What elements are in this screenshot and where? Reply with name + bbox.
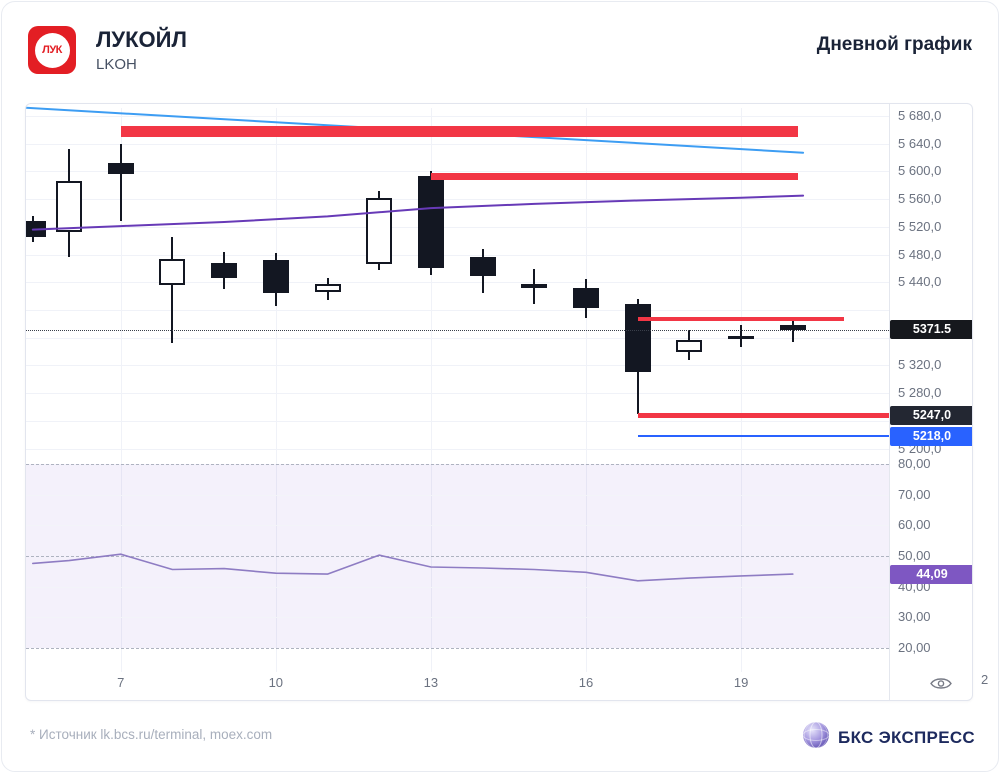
- axis-layer[interactable]: 5 680,0 5 640,0 5 600,0 5 560,0 5 520,0 5 480…: [26, 104, 972, 700]
- last-price-line: [26, 329, 889, 331]
- x-tick-label: 7: [117, 675, 125, 690]
- gridline-h: [26, 309, 889, 311]
- bks-logo-icon: [802, 721, 830, 754]
- candle-body[interactable]: [211, 262, 238, 279]
- x-tick-clipped: 2: [981, 672, 989, 687]
- axis-separator: [889, 104, 890, 700]
- candle-body[interactable]: [624, 303, 651, 372]
- candle-wick: [171, 236, 174, 344]
- rsi-tick-label: 30,00: [898, 609, 931, 625]
- price-tick-label: 5 280,0: [898, 385, 942, 401]
- x-tick-label: 10: [268, 675, 284, 690]
- gridline-h: [26, 254, 889, 256]
- candle-body[interactable]: [573, 288, 599, 308]
- lukoil-logo: ЛУК: [28, 26, 76, 74]
- lukoil-logo-circle: ЛУК: [34, 32, 70, 68]
- instrument-title: ЛУКОЙЛ: [96, 27, 187, 52]
- candle-body[interactable]: [262, 260, 289, 294]
- title-block: ЛУКОЙЛ LKOH: [96, 26, 187, 76]
- candle-wick: [791, 319, 794, 342]
- last-price-label: 5371.5: [890, 320, 972, 340]
- source-note: * Источник lk.bcs.ru/terminal, moex.com: [30, 727, 273, 742]
- gridline-v: [120, 108, 122, 672]
- price-tick-label: 5 560,0: [898, 191, 942, 207]
- lukoil-logo-text: ЛУК: [42, 44, 62, 56]
- rsi-dashed-line: [26, 648, 889, 649]
- visibility-eye-icon[interactable]: [929, 676, 955, 692]
- gridline-v: [586, 108, 587, 672]
- gridline-v: [275, 108, 277, 672]
- candle-body[interactable]: [469, 257, 496, 276]
- x-tick-label: 19: [733, 675, 749, 690]
- chart-card: 5 680,0 5 640,0 5 600,0 5 560,0 5 520,0 5 480…: [25, 103, 973, 701]
- gridline-v: [741, 108, 743, 672]
- support-5247-line[interactable]: [637, 413, 889, 419]
- candle-body[interactable]: [314, 283, 341, 292]
- candle-body[interactable]: [676, 339, 703, 353]
- candle-body[interactable]: [107, 163, 134, 175]
- candle-body[interactable]: [728, 335, 755, 339]
- bks-express-brand: БКС ЭКСПРЕСС: [802, 721, 975, 754]
- gridline-h: [26, 171, 889, 173]
- header: ЛУК ЛУКОЙЛ LKOH Дневной график: [28, 26, 972, 78]
- gridline-h: [26, 420, 889, 422]
- support-5247-price-label: 5247,0: [890, 406, 972, 426]
- candle-wick: [740, 324, 743, 347]
- support-5218-price-label: 5218,0: [890, 426, 972, 446]
- rsi-gridline: [26, 525, 889, 527]
- price-tick-label: 5 640,0: [898, 135, 942, 151]
- rsi-tick-label: 20,00: [898, 640, 931, 655]
- price-tick-label: 5 480,0: [898, 246, 942, 262]
- rsi-tick-label: 70,00: [898, 486, 931, 502]
- candle-body[interactable]: [159, 259, 186, 286]
- rsi-tick-label: 50,00: [898, 548, 931, 563]
- price-tick-label: 5 320,0: [898, 357, 942, 373]
- gridline-h: [26, 282, 889, 284]
- resistance-upper-line[interactable]: [120, 125, 798, 137]
- support-5218-line[interactable]: [637, 435, 889, 438]
- rsi-value-label: 44,09: [890, 564, 972, 584]
- rsi-gridline: [26, 617, 889, 619]
- timeframe-title: Дневной график: [816, 34, 972, 55]
- x-tick-label: 13: [423, 675, 439, 690]
- rsi-dashed-line: [26, 464, 889, 465]
- price-tick-label: 5 440,0: [898, 274, 942, 290]
- instrument-ticker: LKOH: [96, 56, 137, 73]
- gridline-h: [26, 448, 889, 450]
- gridline-v: [430, 108, 432, 672]
- levels-layer: [26, 104, 972, 700]
- price-tick-label: 5 520,0: [898, 218, 942, 234]
- price-tick-label: 5 680,0: [898, 107, 942, 123]
- candle-body[interactable]: [521, 283, 548, 289]
- bks-brand-text: БКС ЭКСПРЕСС: [838, 727, 975, 747]
- x-tick-label: 16: [578, 675, 594, 690]
- resistance-mid-line[interactable]: [430, 173, 798, 181]
- gridline-h: [26, 365, 889, 367]
- rsi-gridline: [26, 586, 889, 588]
- gridline-h: [26, 337, 889, 339]
- rsi-gridline: [26, 494, 889, 496]
- gridline-h: [26, 393, 889, 395]
- resistance-near-line[interactable]: [637, 316, 845, 321]
- rsi-tick-label: 60,00: [898, 517, 931, 533]
- candle-wick: [119, 143, 122, 222]
- price-tick-label: 5 600,0: [898, 163, 942, 179]
- rsi-tick-label: 80,00: [898, 456, 931, 471]
- candle-body[interactable]: [779, 324, 806, 330]
- xaxis-layer[interactable]: 7 10 13 16 19: [26, 104, 972, 700]
